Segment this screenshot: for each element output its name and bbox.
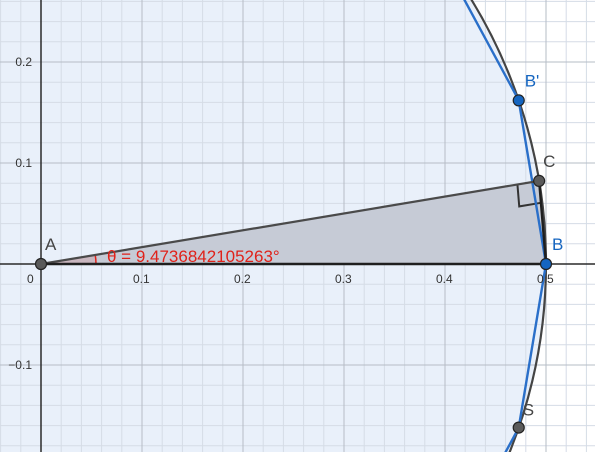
point-b-prime[interactable] <box>513 95 524 106</box>
y-tick-label: 0.2 <box>15 55 32 69</box>
point-label-b-prime: B' <box>525 71 540 90</box>
point-label-c: C <box>543 152 555 171</box>
point-b[interactable] <box>541 259 552 270</box>
x-tick-label: 0.1 <box>133 272 150 286</box>
x-tick-label: 0 <box>27 272 34 286</box>
point-label-s: S <box>523 401 534 420</box>
x-tick-label: 0.4 <box>436 272 453 286</box>
y-tick-label: 0.1 <box>15 156 32 170</box>
y-tick-label: −0.1 <box>8 358 32 372</box>
point-a[interactable] <box>36 259 47 270</box>
x-tick-label: 0.5 <box>537 272 554 286</box>
x-tick-label: 0.2 <box>234 272 251 286</box>
x-tick-label: 0.3 <box>335 272 352 286</box>
point-label-b: B <box>552 235 563 254</box>
point-s[interactable] <box>513 422 524 433</box>
angle-theta-label: θ = 9.4736842105263° <box>107 247 280 266</box>
point-label-a: A <box>45 235 57 254</box>
point-c[interactable] <box>534 175 545 186</box>
